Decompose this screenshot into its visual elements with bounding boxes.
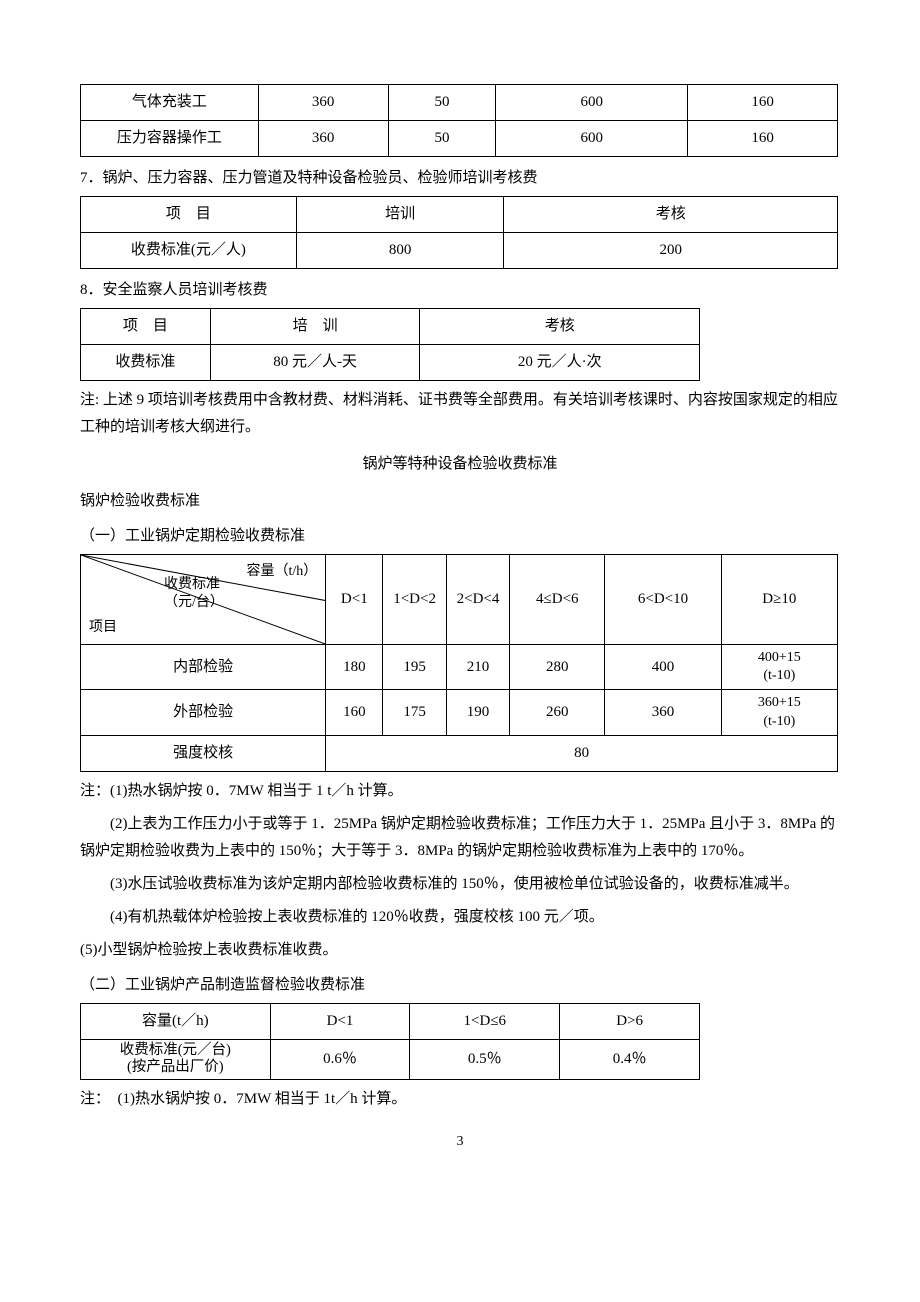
section-b-title: （二）工业锅炉产品制造监督检验收费标准: [80, 972, 840, 999]
cell-value: 160: [688, 85, 838, 121]
header-cell: 4≤D<6: [510, 555, 605, 645]
cell-value: 200: [504, 233, 838, 269]
header-cell: 2<D<4: [446, 555, 509, 645]
cell-value: 180: [326, 645, 383, 690]
cell-value: 160: [326, 690, 383, 735]
note-a1: 注：(1)热水锅炉按 0．7MW 相当于 1 t／h 计算。: [80, 778, 840, 805]
cell-value: 600: [496, 121, 688, 157]
section-8-table: 项 目 培 训 考核 收费标准 80 元／人-天 20 元／人·次: [80, 308, 700, 381]
note-after-8: 注: 上述 9 项培训考核费用中含教材费、材料消耗、证书费等全部费用。有关培训考…: [80, 387, 840, 441]
periodic-inspection-table: 容量（t/h） 收费标准（元/台） 项目 D<1 1<D<2 2<D<4 4≤D…: [80, 554, 838, 772]
sub-heading: 锅炉检验收费标准: [80, 488, 840, 515]
header-cell: 1<D<2: [383, 555, 446, 645]
header-cell: 考核: [504, 197, 838, 233]
note-a5: (5)小型锅炉检验按上表收费标准收费。: [80, 937, 840, 964]
header-cell: 容量(t／h): [81, 1003, 271, 1039]
note-a4: (4)有机热载体炉检验按上表收费标准的 120％收费，强度校核 100 元／项。: [80, 904, 840, 931]
cell-value: 20 元／人·次: [420, 345, 700, 381]
cell-label: 收费标准: [81, 345, 211, 381]
cell-value: 50: [388, 85, 496, 121]
cell-value: 260: [510, 690, 605, 735]
note-text: (1)热水锅炉按 0．7MW 相当于 1 t／h 计算。: [110, 783, 403, 799]
cell-value: 800: [296, 233, 504, 269]
cell-value: 160: [688, 121, 838, 157]
section-a-title: （一）工业锅炉定期检验收费标准: [80, 523, 840, 550]
cell-value: 175: [383, 690, 446, 735]
cell-value: 80 元／人-天: [210, 345, 420, 381]
cell-label: 收费标准(元／台)(按产品出厂价): [81, 1039, 271, 1079]
cell-label: 强度校核: [81, 735, 326, 771]
table-row: 外部检验 160 175 190 260 360 360+15(t-10): [81, 690, 838, 735]
cell-label: 收费标准(元／人): [81, 233, 297, 269]
header-cell: D≥10: [721, 555, 837, 645]
table-row: 压力容器操作工 360 50 600 160: [81, 121, 838, 157]
cell-value: 195: [383, 645, 446, 690]
header-cell: 1<D≤6: [410, 1003, 560, 1039]
cell-label: 气体充装工: [81, 85, 259, 121]
section-8-title: 8．安全监察人员培训考核费: [80, 277, 840, 304]
table-row: 气体充装工 360 50 600 160: [81, 85, 838, 121]
section-7-table: 项 目 培训 考核 收费标准(元／人) 800 200: [80, 196, 838, 269]
header-cell: 培训: [296, 197, 504, 233]
header-cell: D<1: [326, 555, 383, 645]
section-7-title: 7．锅炉、压力容器、压力管道及特种设备检验员、检验师培训考核费: [80, 165, 840, 192]
manufacture-supervision-table: 容量(t／h) D<1 1<D≤6 D>6 收费标准(元／台)(按产品出厂价) …: [80, 1003, 700, 1080]
table-row: 容量(t／h) D<1 1<D≤6 D>6: [81, 1003, 700, 1039]
header-cell: D<1: [270, 1003, 410, 1039]
cell-value: 0.4％: [560, 1039, 700, 1079]
cell-value: 0.6％: [270, 1039, 410, 1079]
page-number: 3: [80, 1129, 840, 1154]
note-b1: 注： (1)热水锅炉按 0．7MW 相当于 1t／h 计算。: [80, 1086, 840, 1113]
header-cell: 考核: [420, 309, 700, 345]
cell-value: 400+15(t-10): [721, 645, 837, 690]
cell-value: 360: [258, 121, 388, 157]
table-row: 收费标准(元／人) 800 200: [81, 233, 838, 269]
header-cell: 项 目: [81, 197, 297, 233]
diag-bottom-label: 项目: [89, 615, 117, 640]
cell-value: 600: [496, 85, 688, 121]
table-row: 收费标准 80 元／人-天 20 元／人·次: [81, 345, 700, 381]
header-cell: 6<D<10: [605, 555, 721, 645]
cell-value: 210: [446, 645, 509, 690]
note-text: (1)热水锅炉按 0．7MW 相当于 1t／h 计算。: [118, 1091, 407, 1107]
cell-value: 0.5％: [410, 1039, 560, 1079]
diagonal-header-cell: 容量（t/h） 收费标准（元/台） 项目: [81, 555, 326, 645]
table-row: 容量（t/h） 收费标准（元/台） 项目 D<1 1<D<2 2<D<4 4≤D…: [81, 555, 838, 645]
cell-value: 360: [258, 85, 388, 121]
diag-mid-label: 收费标准（元/台）: [164, 576, 224, 612]
cell-label: 外部检验: [81, 690, 326, 735]
table-row: 项 目 培 训 考核: [81, 309, 700, 345]
note-prefix: 注：: [80, 1091, 118, 1107]
header-cell: 培 训: [210, 309, 420, 345]
diag-top-label: 容量（t/h）: [247, 559, 318, 584]
cell-value: 360+15(t-10): [721, 690, 837, 735]
cell-label: 压力容器操作工: [81, 121, 259, 157]
note-a3: (3)水压试验收费标准为该炉定期内部检验收费标准的 150％，使用被检单位试验设…: [80, 871, 840, 898]
table-row: 收费标准(元／台)(按产品出厂价) 0.6％ 0.5％ 0.4％: [81, 1039, 700, 1079]
cell-value: 190: [446, 690, 509, 735]
cell-value: 400: [605, 645, 721, 690]
header-cell: D>6: [560, 1003, 700, 1039]
table-row: 项 目 培训 考核: [81, 197, 838, 233]
note-prefix: 注：: [80, 783, 110, 799]
worker-fee-table: 气体充装工 360 50 600 160 压力容器操作工 360 50 600 …: [80, 84, 838, 157]
table-row: 内部检验 180 195 210 280 400 400+15(t-10): [81, 645, 838, 690]
table-row: 强度校核 80: [81, 735, 838, 771]
cell-label: 内部检验: [81, 645, 326, 690]
cell-value: 50: [388, 121, 496, 157]
header-cell: 项 目: [81, 309, 211, 345]
cell-value: 360: [605, 690, 721, 735]
cell-value: 280: [510, 645, 605, 690]
main-heading: 锅炉等特种设备检验收费标准: [80, 451, 840, 478]
note-a2: (2)上表为工作压力小于或等于 1．25MPa 锅炉定期检验收费标准；工作压力大…: [80, 811, 840, 865]
cell-value: 80: [326, 735, 838, 771]
